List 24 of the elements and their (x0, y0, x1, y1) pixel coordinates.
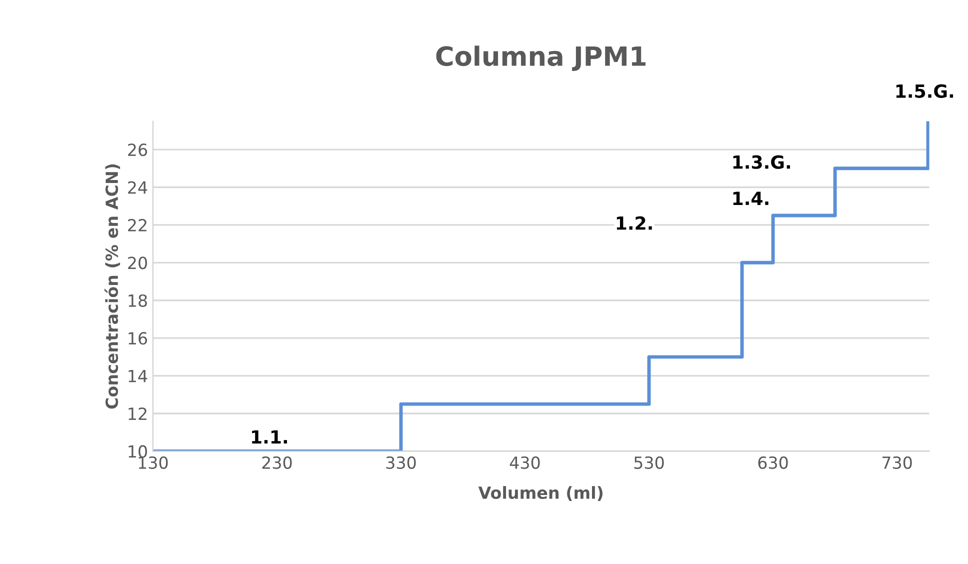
x-tick-label: 630 (758, 456, 788, 469)
y-tick-label: 20 (128, 256, 147, 270)
x-tick-label: 730 (882, 456, 912, 469)
x-axis-title: Volumen (ml) (478, 486, 603, 501)
y-axis-title: Concentración (% en ACN) (104, 164, 120, 409)
text: 1.5.G. (896, 84, 954, 98)
y-tick-label: 18 (128, 294, 147, 307)
y-tick-label: 26 (128, 144, 148, 156)
y-tick-label: 12 (128, 407, 146, 420)
y-tick-label: 24 (128, 181, 148, 194)
y-tick-label: 14 (128, 370, 148, 382)
x-tick-label: 430 (510, 456, 540, 469)
x-tick-label: 330 (386, 456, 416, 469)
x-tick-label: 130 (138, 456, 168, 469)
x-tick-label: 530 (634, 456, 664, 469)
y-tick-label: 22 (128, 218, 146, 232)
y-tick-label: 10 (128, 445, 147, 458)
annotation: 1.2. (616, 216, 652, 230)
y-tick-label: 16 (128, 332, 148, 345)
chart-title: Columna JPM1 (436, 46, 646, 71)
annotation: 1.4. (733, 192, 768, 205)
annotation: 1.3.G. (733, 155, 790, 169)
x-tick-label: 230 (262, 456, 292, 469)
annotation: 1.1. (252, 430, 287, 444)
